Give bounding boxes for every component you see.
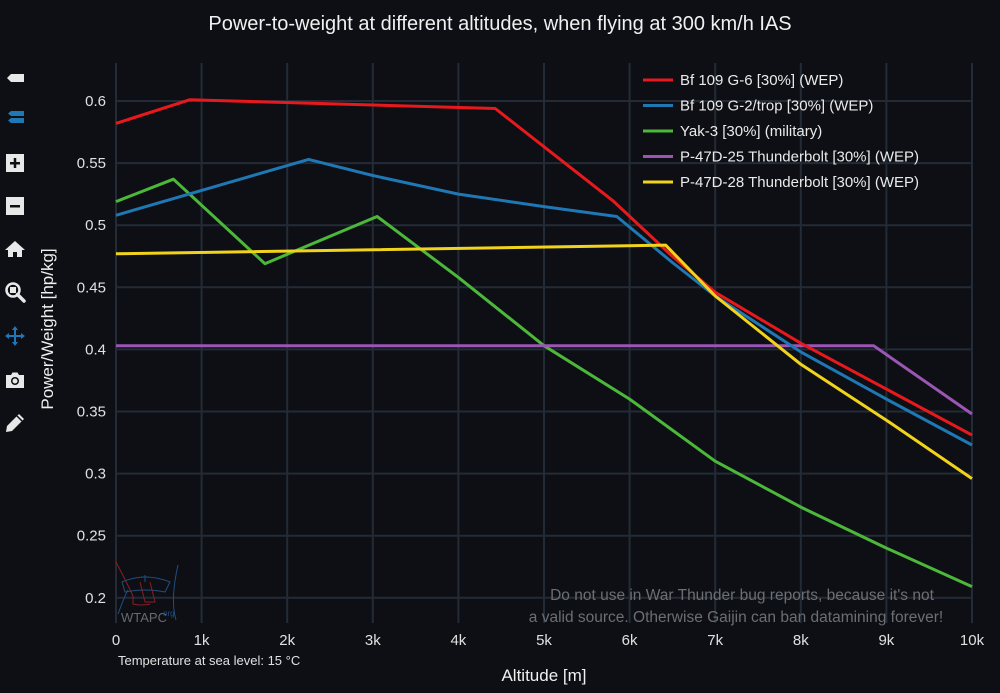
y-tick-label: 0.6 <box>85 93 106 110</box>
legend-item[interactable]: Bf 109 G-2/trop [30%] (WEP) <box>643 98 873 115</box>
series-lines <box>115 98 973 588</box>
home-reset-icon[interactable] <box>4 238 26 260</box>
watermark-text: WTAPC <box>121 610 167 625</box>
x-tick-label: 4k <box>450 632 466 649</box>
series-line-0[interactable] <box>115 98 973 437</box>
disclaimer-line-2: a valid source. Otherwise Gaijin can ban… <box>529 609 943 626</box>
x-tick-label: 10k <box>960 632 985 649</box>
y-axis-ticks: 0.2 0.25 0.3 0.35 0.4 0.45 0.5 0.55 0.6 <box>77 93 106 607</box>
legend-item[interactable]: P-47D-25 Thunderbolt [30%] (WEP) <box>643 149 919 166</box>
watermark-logo: WTAPC org <box>115 561 179 625</box>
x-tick-label: 0 <box>112 632 120 649</box>
y-tick-label: 0.55 <box>77 155 106 172</box>
series-line-3[interactable] <box>116 344 973 416</box>
x-tick-label: 5k <box>536 632 552 649</box>
legend-item[interactable]: P-47D-28 Thunderbolt [30%] (WEP) <box>643 174 919 191</box>
legend-toggle-icon[interactable] <box>4 66 26 88</box>
zoom-box-icon[interactable] <box>4 281 26 303</box>
legend-label: P-47D-28 Thunderbolt [30%] (WEP) <box>680 174 919 191</box>
series-line-4[interactable] <box>115 243 973 480</box>
pan-icon[interactable] <box>4 325 26 347</box>
y-tick-label: 0.2 <box>85 590 106 607</box>
x-tick-label: 7k <box>707 632 723 649</box>
zoom-in-icon[interactable] <box>4 152 26 174</box>
x-tick-label: 6k <box>622 632 638 649</box>
legend-label: Bf 109 G-6 [30%] (WEP) <box>680 72 843 89</box>
x-tick-label: 9k <box>878 632 894 649</box>
legend: Bf 109 G-6 [30%] (WEP) Bf 109 G-2/trop [3… <box>643 72 919 191</box>
legend-label: Yak-3 [30%] (military) <box>680 123 822 140</box>
series-line-1[interactable] <box>115 157 973 447</box>
watermark-suffix: org <box>163 609 175 618</box>
legend-item[interactable]: Yak-3 [30%] (military) <box>643 123 822 140</box>
x-tick-label: 3k <box>365 632 381 649</box>
x-tick-label: 8k <box>793 632 809 649</box>
gridlines <box>115 63 973 623</box>
x-axis-label: Altitude [m] <box>501 666 586 685</box>
pencil-icon[interactable] <box>4 412 26 434</box>
y-tick-label: 0.25 <box>77 528 106 545</box>
compare-hover-icon[interactable] <box>4 106 26 128</box>
chart-title: Power-to-weight at different altitudes, … <box>208 13 791 35</box>
legend-label: Bf 109 G-2/trop [30%] (WEP) <box>680 98 873 115</box>
y-tick-label: 0.5 <box>85 217 106 234</box>
camera-icon[interactable] <box>4 369 26 391</box>
disclaimer-line-1: Do not use in War Thunder bug reports, b… <box>550 587 934 604</box>
temperature-note: Temperature at sea level: 15 °C <box>118 653 300 668</box>
legend-label: P-47D-25 Thunderbolt [30%] (WEP) <box>680 149 919 166</box>
zoom-out-icon[interactable] <box>4 195 26 217</box>
x-axis-ticks: 0 1k 2k 3k 4k 5k 6k 7k 8k 9k 10k <box>112 632 985 649</box>
x-tick-label: 1k <box>194 632 210 649</box>
y-tick-label: 0.4 <box>85 341 106 358</box>
y-axis-label: Power/Weight [hp/kg] <box>38 248 57 409</box>
y-tick-label: 0.3 <box>85 466 106 483</box>
y-tick-label: 0.35 <box>77 404 106 421</box>
x-tick-label: 2k <box>279 632 295 649</box>
y-tick-label: 0.45 <box>77 279 106 296</box>
legend-item[interactable]: Bf 109 G-6 [30%] (WEP) <box>643 72 843 89</box>
